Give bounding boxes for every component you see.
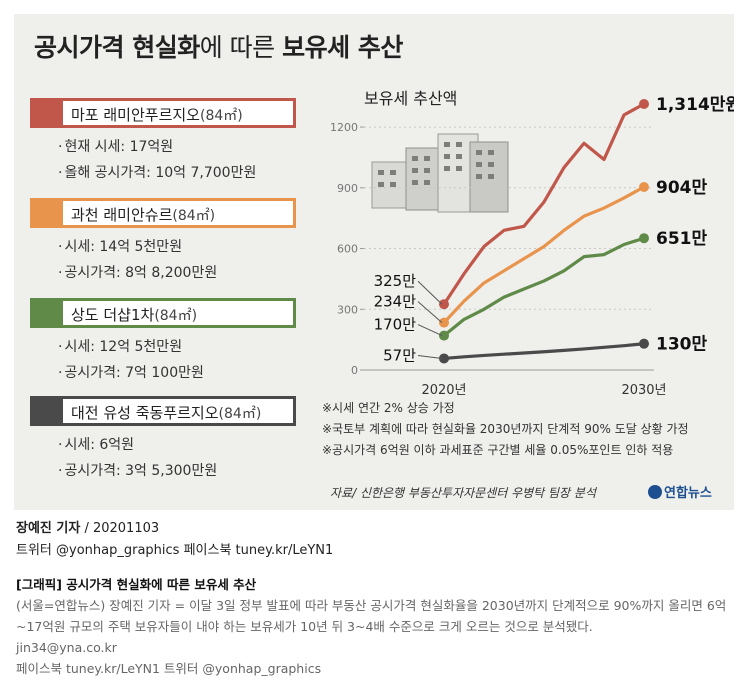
yonhap-logo: 연합뉴스: [648, 482, 712, 501]
data-point: [639, 99, 649, 109]
series-line: [442, 185, 645, 324]
property-name: 마포 래미안푸르지오(84㎡): [71, 104, 243, 125]
property-size: (84㎡): [199, 108, 243, 124]
official-price: 공시가격: 3억 5,300만원: [64, 463, 218, 479]
data-point: [639, 181, 649, 192]
data-point: [439, 353, 449, 364]
property-size: (84㎡): [154, 308, 198, 324]
reporter-name: 장예진 기자: [16, 521, 81, 536]
chart-series: [439, 99, 649, 364]
market-price: 시세: 6억원: [64, 437, 135, 453]
card-detail-line: · 올해 공시가격: 10억 7,700만원: [58, 165, 257, 181]
article-social: 페이스북 tuney.kr/LeYN1 트위터 @yonhap_graphics: [16, 661, 322, 676]
data-point: [439, 299, 449, 310]
chart-title: 보유세 추산액: [364, 89, 457, 108]
property-size: (84㎡): [172, 208, 216, 224]
card-header-box: 대전 유성 죽동푸르지오(84㎡): [30, 396, 296, 426]
end-value-label: 904만: [656, 178, 707, 198]
card-detail-line: · 시세: 14억 5천만원: [58, 239, 183, 255]
building-illustration: [371, 133, 509, 213]
data-point: [639, 338, 649, 349]
data-point: [639, 233, 649, 244]
card-detail-line: · 공시가격: 8억 8,200만원: [58, 265, 218, 281]
card-detail-line: · 시세: 6억원: [58, 437, 135, 453]
official-price: 올해 공시가격: 10억 7,700만원: [64, 165, 257, 181]
start-value-label: 57만: [383, 346, 416, 364]
title-part-2: 에 따른: [199, 33, 283, 62]
property-name-text: 대전 유성 죽동푸르지오: [71, 404, 219, 422]
property-name-text: 과천 래미안슈르: [71, 206, 173, 224]
logo-text: 연합뉴스: [664, 486, 712, 501]
end-value-label: 651만: [656, 229, 707, 249]
x-tick-label: 2020년: [421, 383, 466, 398]
byline: 장예진 기자 / 20201103 트위터 @yonhap_graphics 페…: [16, 518, 333, 562]
data-source: 자료/ 신한은행 부동산투자자문센터 우병탁 팀장 분석: [330, 486, 596, 500]
note-line: ※국토부 계획에 따라 현실화율 2030년까지 단계적 90% 도달 상황 가…: [322, 422, 689, 436]
start-value-label: 234만: [374, 293, 417, 311]
y-tick-label: 900: [337, 182, 358, 195]
card-header-box: 마포 래미안푸르지오(84㎡): [30, 98, 296, 128]
article-text: [그래픽] 공시가격 현실화에 따른 보유세 추산 (서울=연합뉴스) 장예진 …: [16, 574, 732, 679]
property-name-text: 상도 더샵1차: [71, 306, 155, 324]
market-price: 시세: 12억 5천만원: [64, 339, 183, 355]
logo-icon: [648, 485, 662, 499]
card-header-box: 과천 래미안슈르(84㎡): [30, 198, 296, 228]
title-part-3: 보유세 추산: [282, 33, 403, 62]
infographic: 공시가격 현실화에 따른 보유세 추산 마포 래미안푸르지오(84㎡) · 현재 …: [14, 14, 734, 510]
x-tick-label: 2030년: [621, 383, 666, 398]
y-tick-label: 300: [337, 303, 358, 316]
end-value-label: 1,314만원: [656, 95, 734, 115]
start-value-label: 170만: [374, 316, 417, 334]
color-swatch: [33, 301, 63, 325]
card-detail-line: · 현재 시세: 17억원: [58, 139, 174, 155]
reporter-email: jin34@yna.co.kr: [16, 640, 117, 655]
chart-grid: 0 300 600 900 1200 2020년 2030년: [330, 121, 667, 398]
property-name: 대전 유성 죽동푸르지오(84㎡): [71, 402, 261, 423]
color-swatch: [33, 399, 63, 423]
y-tick-label: 600: [337, 243, 358, 256]
series-line: [443, 342, 645, 361]
infographic-title: 공시가격 현실화에 따른 보유세 추산: [34, 28, 403, 64]
y-tick-label: 1200: [330, 121, 358, 134]
color-swatch: [33, 101, 63, 125]
property-name: 상도 더샵1차(84㎡): [71, 304, 197, 325]
property-name-text: 마포 래미안푸르지오: [71, 106, 200, 124]
title-part-1: 공시가격 현실화: [34, 33, 200, 62]
card-detail-line: · 공시가격: 3억 5,300만원: [58, 463, 218, 479]
publish-date: / 20201103: [80, 521, 160, 536]
start-leader-line: [417, 301, 443, 324]
article-body: (서울=연합뉴스) 장예진 기자 = 이달 3일 정부 발표에 따라 부동산 공…: [16, 598, 727, 634]
data-point: [439, 317, 449, 328]
start-leader-line: [417, 324, 443, 337]
official-price: 공시가격: 7억 100만원: [64, 365, 204, 381]
market-price: 시세: 14억 5천만원: [64, 239, 183, 255]
start-leader-line: [417, 280, 443, 305]
chart-labels: 325만 1,314만원 234만 904만 170만 651만 57만 130만: [374, 95, 734, 364]
series-line: [442, 102, 645, 306]
property-size: (84㎡): [218, 406, 262, 422]
card-detail-line: · 공시가격: 7억 100만원: [58, 365, 204, 381]
note-line: ※시세 연간 2% 상승 가정: [322, 401, 455, 415]
tax-estimate-line-chart: 보유세 추산액 0 300 600 900 1200 2020년 2030년 325만 1,3…: [330, 89, 734, 398]
start-value-label: 325만: [374, 272, 417, 290]
series-line: [442, 236, 645, 337]
y-tick-label: 0: [351, 364, 358, 377]
official-price: 공시가격: 8억 8,200만원: [64, 265, 218, 281]
byline-social: 트위터 @yonhap_graphics 페이스북 tuney.kr/LeYN1: [16, 543, 334, 558]
data-point: [439, 330, 449, 341]
note-line: ※공시가격 6억원 이하 과세표준 구간별 세율 0.05%포인트 인하 적용: [322, 443, 674, 457]
article-headline: [그래픽] 공시가격 현실화에 따른 보유세 추산: [16, 577, 257, 592]
card-header-box: 상도 더샵1차(84㎡): [30, 298, 296, 328]
card-detail-line: · 시세: 12억 5천만원: [58, 339, 183, 355]
property-name: 과천 래미안슈르(84㎡): [71, 204, 215, 225]
market-price: 현재 시세: 17억원: [64, 139, 174, 155]
chart-notes: ※시세 연간 2% 상승 가정 ※국토부 계획에 따라 현실화율 2030년까지…: [322, 398, 689, 461]
start-leader-line: [417, 354, 443, 359]
color-swatch: [33, 201, 63, 225]
end-value-label: 130만: [656, 335, 707, 355]
